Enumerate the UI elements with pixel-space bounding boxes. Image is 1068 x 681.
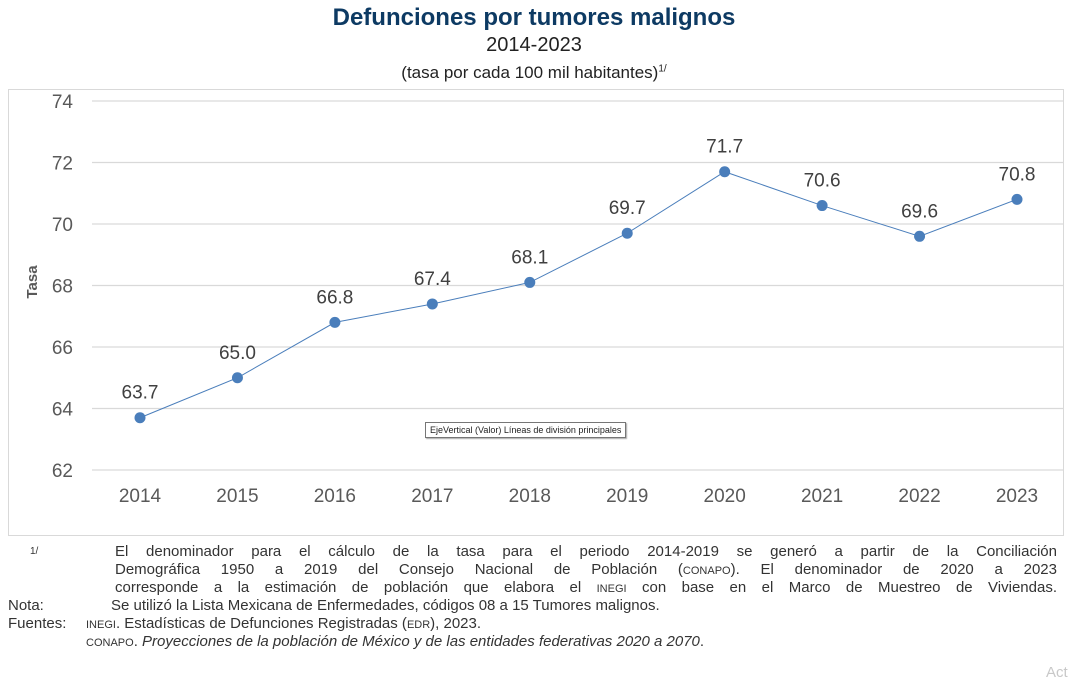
data-labels: 63.7 65.0 66.8 67.4 68.1 69.7 71.7 70.6 69.6 70.8: [122, 137, 1036, 404]
data-point[interactable]: [621, 227, 633, 239]
unit-footnote-marker: 1/: [658, 63, 667, 75]
data-point[interactable]: [329, 316, 341, 328]
gridlines: [92, 100, 1064, 471]
data-label: 69.7: [609, 198, 646, 219]
x-tick-label: 2019: [606, 486, 648, 507]
conapo-abbr: CONAPO: [682, 565, 731, 577]
data-label: 63.7: [122, 383, 159, 404]
data-point[interactable]: [719, 166, 731, 178]
footnote-line-1: El denominador para el cálculo de la tas…: [115, 543, 1057, 560]
nota-text: Se utilizó la Lista Mexicana de Enfermed…: [111, 597, 660, 614]
x-tick-label: 2014: [119, 486, 162, 507]
x-tick-labels: 2014 2015 2016 2017 2018 2019 2020 2021 2022 2023: [119, 486, 1038, 507]
chart-unit: (tasa por cada 100 mil habitantes)1/: [0, 63, 1068, 83]
data-label: 66.8: [316, 287, 353, 308]
y-tick-label: 66: [52, 338, 73, 359]
y-tick-label: 62: [52, 461, 73, 482]
inegi-abbr: INEGI: [86, 619, 116, 631]
fuente-text: .: [133, 633, 143, 650]
y-tick-label: 72: [52, 154, 73, 175]
chart-title: Defunciones por tumores malignos: [332, 4, 736, 31]
data-label: 69.6: [901, 201, 938, 222]
footnote-marker: 1/: [30, 546, 39, 557]
data-label: 71.7: [706, 137, 743, 158]
y-tick-labels: 62 64 66 68 70 72 74: [52, 92, 74, 482]
x-tick-label: 2016: [314, 486, 356, 507]
footnote-text: Demográfica 1950 a 2019 del Consejo Naci…: [115, 561, 683, 578]
data-point[interactable]: [426, 298, 438, 310]
x-tick-label: 2023: [996, 486, 1038, 507]
data-point[interactable]: [914, 230, 926, 242]
data-point[interactable]: [816, 200, 828, 212]
fuente-conapo: CONAPO. Proyecciones de la población de …: [86, 633, 704, 652]
footnote-text: con base en el Marco de Muestreo de Vivi…: [626, 579, 1057, 596]
data-point[interactable]: [231, 372, 243, 384]
y-tick-label: 70: [52, 215, 73, 236]
data-label: 70.6: [804, 171, 841, 192]
footnote-line-2: Demográfica 1950 a 2019 del Consejo Naci…: [115, 561, 1057, 580]
x-tick-label: 2017: [411, 486, 453, 507]
y-tick-label: 74: [52, 92, 74, 113]
watermark: Act: [1046, 664, 1068, 681]
fuente-inegi: INEGI. Estadísticas de Defunciones Regis…: [86, 615, 481, 634]
x-tick-label: 2015: [216, 486, 258, 507]
data-point[interactable]: [524, 276, 536, 288]
series-line: [139, 171, 1018, 419]
y-axis-label: Tasa: [24, 265, 41, 299]
x-tick-label: 2021: [801, 486, 843, 507]
nota-label: Nota:: [8, 597, 44, 614]
data-label: 68.1: [511, 247, 548, 268]
fuentes-label: Fuentes:: [8, 615, 67, 632]
tooltip: EjeVertical (Valor) Líneas de división p…: [425, 422, 627, 438]
x-tick-label: 2022: [898, 486, 940, 507]
data-label: 67.4: [414, 269, 451, 290]
x-tick-label: 2018: [509, 486, 551, 507]
edr-abbr: EDR: [406, 619, 431, 631]
chart-subtitle: 2014-2023: [486, 34, 582, 56]
inegi-abbr: INEGI: [596, 583, 627, 595]
x-tick-label: 2020: [704, 486, 746, 507]
unit-text: (tasa por cada 100 mil habitantes): [401, 63, 659, 82]
conapo-abbr: CONAPO: [86, 637, 134, 649]
data-point[interactable]: [1011, 193, 1023, 205]
fuente-text: ), 2023.: [430, 615, 482, 632]
chart-frame[interactable]: [8, 89, 1064, 536]
fuente-title: Proyecciones de la población de México y…: [142, 633, 700, 650]
data-points: [134, 166, 1023, 424]
fuente-text: . Estadísticas de Defunciones Registrada…: [115, 615, 407, 632]
footnote-line-3: corresponde a la estimación de población…: [115, 579, 1057, 598]
series-line-path[interactable]: [139, 171, 1018, 419]
y-tick-label: 68: [52, 277, 73, 298]
footnote-text: ). El denominador de 2020 a 2023: [730, 561, 1057, 578]
fuente-text: .: [699, 633, 705, 650]
y-tick-label: 64: [52, 400, 74, 421]
footnote-text: corresponde a la estimación de población…: [115, 579, 597, 596]
data-label: 65.0: [219, 343, 256, 364]
data-point[interactable]: [134, 412, 146, 424]
data-label: 70.8: [999, 164, 1036, 185]
